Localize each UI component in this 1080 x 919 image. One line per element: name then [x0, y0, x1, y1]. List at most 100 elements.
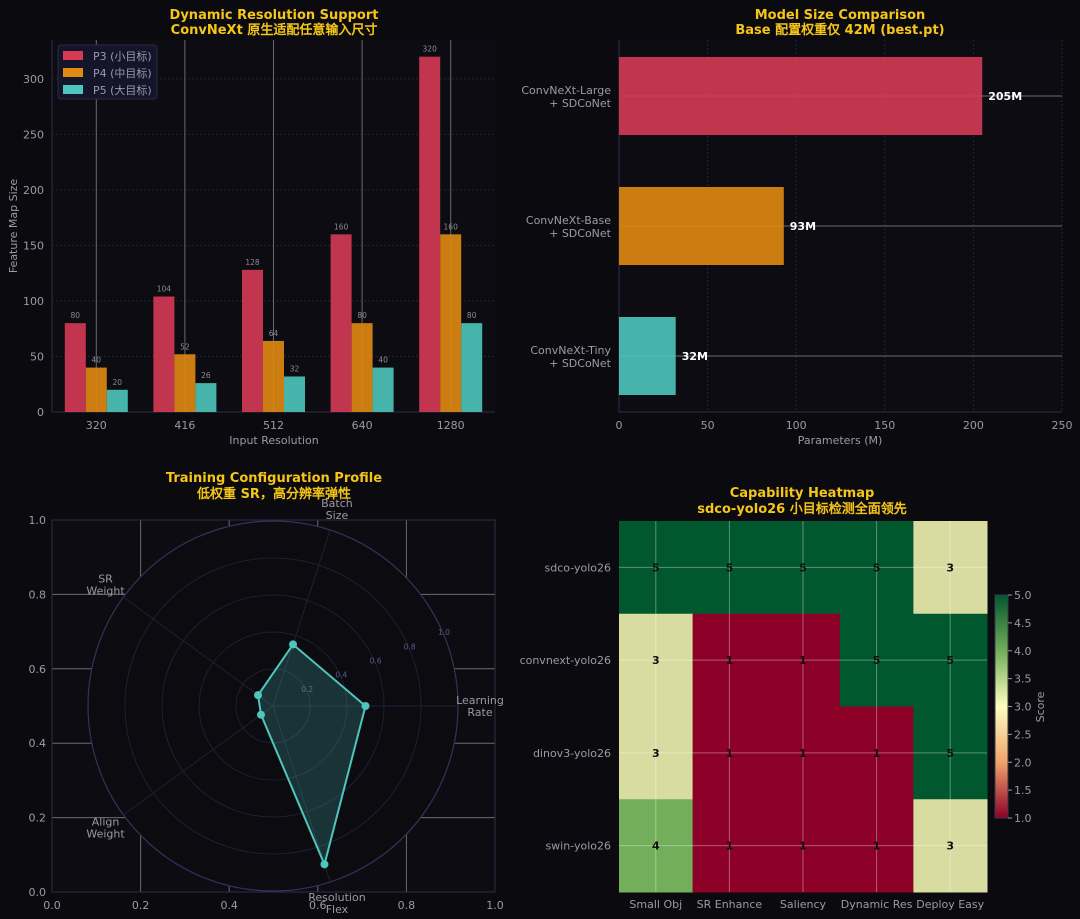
chart3-xtick: 0.0: [43, 899, 61, 912]
chart1-ytick: 50: [30, 350, 44, 363]
heatmap-cell-value: 3: [652, 747, 660, 760]
heatmap-cell: [766, 706, 841, 800]
chart1-bar: [419, 56, 441, 413]
heatmap-col-label: Deploy Easy: [916, 898, 984, 911]
heatmap-cell-value: 1: [726, 747, 734, 760]
colorbar-tick: 1.5: [1014, 784, 1032, 797]
heatmap-cell-value: 3: [946, 561, 954, 574]
radar-axis-label-line1: Learning: [456, 694, 504, 707]
chart2-bar: [619, 317, 676, 395]
chart1-bar-label: 32: [290, 364, 300, 373]
chart1-xtick: 320: [86, 419, 107, 432]
chart2-bar: [619, 187, 784, 265]
heatmap-cell: [913, 799, 988, 893]
chart1-bar-label: 160: [444, 222, 459, 231]
heatmap-cell: [839, 799, 914, 893]
chart1-legend-label: P5 (大目标): [93, 83, 152, 97]
chart1-ytick: 100: [23, 295, 44, 308]
heatmap-cell: [766, 521, 841, 615]
chart1-ytick: 300: [23, 73, 44, 86]
chart4-title: Capability Heatmap: [730, 486, 875, 501]
chart2-xtick: 100: [786, 419, 807, 432]
heatmap-cell-value: 5: [946, 747, 954, 760]
heatmap-cell: [619, 521, 694, 615]
heatmap-cell-value: 3: [946, 840, 954, 853]
chart3-title: Training Configuration Profile: [166, 471, 382, 486]
heatmap-cell-value: 1: [799, 747, 807, 760]
chart1-bar: [284, 376, 305, 412]
chart1-xtick: 640: [352, 419, 373, 432]
radar-polygon: [256, 642, 367, 868]
chart2-bar-label: 93M: [790, 220, 816, 233]
chart2-ytick-line1: ConvNeXt-Base: [526, 214, 611, 227]
heatmap-cell-value: 1: [726, 654, 734, 667]
heatmap-row-label: convnext-yolo26: [520, 654, 611, 667]
chart1-bar-label: 80: [467, 311, 477, 320]
chart1-bar: [85, 367, 107, 412]
chart1-subtitle: ConvNeXt 原生适配任意输入尺寸: [171, 22, 378, 38]
radar-point: [361, 702, 370, 710]
radar-rtick: 0.2: [301, 685, 313, 694]
heatmap-cell: [839, 706, 914, 800]
chart2-title: Model Size Comparison: [755, 8, 926, 23]
heatmap-cell: [619, 706, 694, 800]
chart1-bar-label: 40: [92, 356, 102, 365]
heatmap-cell-value: 3: [652, 654, 660, 667]
model-size-chart: Model Size Comparison Base 配置权重仅 42M (be…: [521, 8, 1072, 447]
heatmap-col-label: Saliency: [780, 898, 827, 911]
heatmap-cell: [839, 613, 914, 707]
heatmap-cell: [692, 706, 767, 800]
chart2-xtick: 200: [963, 419, 984, 432]
chart3-ytick: 1.0: [29, 514, 47, 527]
heatmap-cell: [619, 799, 694, 893]
radar-axis-label-line1: SR: [98, 572, 113, 585]
heatmap-cell-value: 5: [873, 561, 881, 574]
chart2-xtick: 250: [1052, 419, 1073, 432]
heatmap-row-label: dinov3-yolo26: [533, 747, 611, 760]
heatmap-cell: [692, 799, 767, 893]
colorbar-tick: 1.0: [1014, 812, 1032, 825]
heatmap-cell: [913, 521, 988, 615]
chart1-bar: [174, 354, 196, 412]
chart2-ytick-line2: + SDCoNet: [549, 97, 612, 110]
chart2-bar-label: 32M: [682, 350, 708, 363]
colorbar-tick: 2.5: [1014, 728, 1032, 741]
heatmap-row-label: swin-yolo26: [545, 840, 611, 853]
chart1-bar: [330, 234, 352, 412]
chart1-bar: [461, 323, 483, 412]
chart1-ytick: 250: [23, 128, 44, 141]
heatmap-cell: [692, 613, 767, 707]
heatmap-cell-value: 1: [873, 747, 881, 760]
radar-axis-label-line2: Flex: [326, 903, 349, 916]
chart1-bar: [351, 323, 373, 412]
chart2-ytick-line2: + SDCoNet: [549, 357, 612, 370]
heatmap-cell-value: 1: [873, 840, 881, 853]
chart3-ytick: 0.2: [29, 812, 47, 825]
heatmap-col-label: SR Enhance: [697, 898, 763, 911]
radar-rtick: 0.6: [370, 657, 382, 666]
radar-spoke: [272, 529, 331, 707]
colorbar-tick: 3.0: [1014, 701, 1032, 714]
chart1-bar-label: 40: [378, 356, 388, 365]
chart1-bar-label: 52: [180, 342, 190, 351]
heatmap-cell-value: 1: [726, 840, 734, 853]
radar-axis-label-line1: Resolution: [308, 891, 366, 904]
chart3-ytick: 0.4: [29, 737, 47, 750]
chart1-bar-label: 320: [423, 45, 438, 54]
chart1-bar: [372, 367, 394, 412]
chart1-xlabel: Input Resolution: [229, 434, 318, 447]
heatmap-cell-value: 5: [946, 654, 954, 667]
radar-axis-label-line1: Align: [92, 816, 120, 829]
chart1-bar-label: 20: [113, 378, 123, 387]
radar-axis-label-line2: Size: [326, 509, 349, 522]
chart1-bar-label: 128: [245, 258, 260, 267]
heatmap-cell: [766, 799, 841, 893]
radar-point: [257, 710, 266, 719]
heatmap-col-label: Dynamic Res: [841, 898, 913, 911]
heatmap-cell-value: 5: [652, 561, 660, 574]
chart3-ytick: 0.0: [29, 886, 47, 899]
heatmap-cell-value: 5: [873, 654, 881, 667]
chart2-xtick: 150: [874, 419, 895, 432]
chart2-xtick: 50: [701, 419, 715, 432]
